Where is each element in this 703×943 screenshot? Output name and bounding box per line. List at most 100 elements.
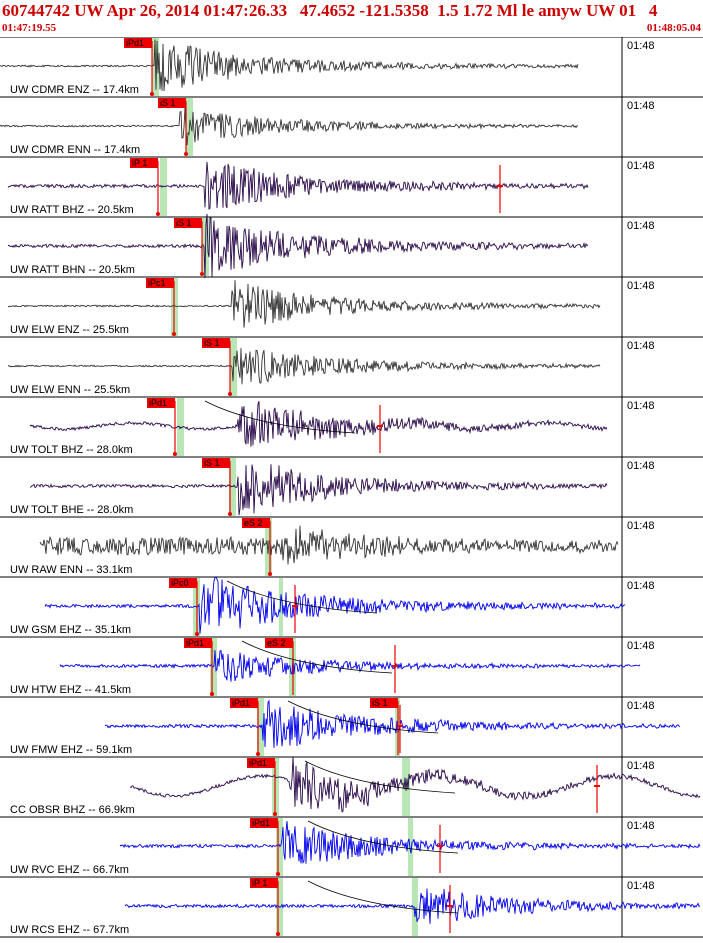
pick-label-box (247, 758, 275, 768)
station-label: UW TOLT BHE -- 28.0km (10, 504, 133, 516)
pick-dot (172, 332, 176, 336)
pick-label-box (202, 458, 230, 468)
pick-label-box (265, 638, 293, 648)
s-phase-band (202, 218, 207, 276)
pick-label: iS 1 (204, 338, 220, 348)
seismogram-panel: iPd1 UW CDMR ENZ -- 17.4km 01:48 iS 1 UW CDM… (0, 36, 703, 938)
pick-label-box (174, 218, 202, 228)
station-label: CC OBSR BHZ -- 66.9km (10, 804, 135, 816)
pick-label: iPd1 (249, 758, 267, 768)
time-tick-label: 01:48 (627, 160, 655, 172)
time-end-label: 01:48:05.04 (646, 22, 701, 34)
pick-label: iPd1 (252, 818, 270, 828)
pick-label: iPd1 (126, 38, 144, 48)
pick-dot (195, 632, 199, 636)
pick-label-box (124, 38, 152, 48)
coda-curve (304, 760, 456, 794)
s-phase-band (279, 578, 283, 636)
trace-row: iS 1 UW RATT BHN -- 20.5km 01:48 (7, 213, 655, 279)
coda-curve (307, 880, 459, 914)
pick-dot (268, 572, 272, 576)
time-start-label: 01:47:19.55 (2, 22, 57, 34)
station-label: UW RCS EHZ -- 67.7km (10, 924, 129, 936)
station-label: UW FMW EHZ -- 59.1km (10, 744, 132, 756)
s-phase-band (186, 98, 189, 156)
s-phase-band (230, 338, 235, 396)
pick-label-box (146, 278, 174, 288)
pick-label: iPd1 (232, 698, 250, 708)
pick-dot (276, 932, 280, 936)
event-header: 60744742 UW Apr 26, 2014 01:47:26.33 47.… (0, 0, 703, 37)
trace-row: iPd1 iS 1 UW FMW EHZ -- 59.1km 01:48 (10, 698, 681, 756)
station-label: UW RVC EHZ -- 66.7km (10, 864, 129, 876)
trace-row: iPd1 UW TOLT BHZ -- 28.0km 01:48 (10, 398, 655, 456)
pick-dot (184, 152, 188, 156)
trace-row: iPd1 UW CDMR ENZ -- 17.4km 01:48 (0, 38, 655, 96)
pick-label-box (230, 698, 258, 708)
trace-row: iP 1 UW RCS EHZ -- 67.7km 01:48 (10, 878, 701, 936)
time-tick-label: 01:48 (627, 460, 655, 472)
pick-label: iPd1 (149, 398, 167, 408)
time-tick-label: 01:48 (627, 700, 655, 712)
event-title: 60744742 UW Apr 26, 2014 01:47:26.33 47.… (2, 1, 658, 20)
pick-dot (228, 392, 232, 396)
station-label: UW RATT BHZ -- 20.5km (10, 204, 134, 216)
trace-row: iPd1 UW RVC EHZ -- 66.7km 01:48 (10, 818, 701, 876)
pick-dot (276, 872, 280, 876)
trace-row: iS 1 UW ELW ENN -- 25.5km 01:48 (7, 338, 655, 396)
trace-row: iPc1 UW ELW ENZ -- 25.5km 01:48 (7, 278, 655, 336)
pick-label: eS 2 (267, 638, 286, 648)
time-tick-label: 01:48 (627, 400, 655, 412)
time-tick-label: 01:48 (627, 220, 655, 232)
waveform-trace (129, 757, 701, 813)
time-tick-label: 01:48 (627, 760, 655, 772)
coda-curve (241, 640, 393, 674)
pick-dot (173, 452, 177, 456)
p-phase-band (160, 158, 167, 216)
pick-label: iP 1 (252, 878, 267, 888)
pick-dot (156, 212, 160, 216)
station-label: UW HTW EHZ -- 41.5km (10, 684, 131, 696)
trace-row: iS 1 UW TOLT BHE -- 28.0km 01:48 (10, 458, 655, 516)
pick-label-box (250, 878, 278, 888)
waveform-trace (104, 699, 681, 748)
pick-label-box (250, 818, 278, 828)
time-tick-label: 01:48 (627, 40, 655, 52)
station-label: UW TOLT BHZ -- 28.0km (10, 444, 133, 456)
pick-label-box (242, 518, 270, 528)
waveform-trace (29, 464, 608, 516)
trace-row: iPd1 eS 2 UW HTW EHZ -- 41.5km 01:48 (10, 638, 655, 696)
pick-label: iPc1 (148, 278, 166, 288)
station-label: UW RAW ENN -- 33.1km (10, 564, 132, 576)
waveform-trace (39, 525, 619, 565)
station-label: UW CDMR ENN -- 17.4km (10, 144, 140, 156)
pick-label-box (202, 338, 230, 348)
waveform-trace (7, 213, 589, 279)
trace-row: iP 1 UW RATT BHZ -- 20.5km 01:48 (7, 158, 655, 216)
p-phase-band (276, 818, 283, 876)
trace-row: eS 2 UW RAW ENN -- 33.1km 01:48 (10, 518, 655, 576)
pick-label-box (184, 638, 212, 648)
pick-label-box (158, 98, 186, 108)
pick-label: iPc0 (171, 578, 189, 588)
waveform-trace (29, 401, 608, 447)
pick-dot (150, 92, 154, 96)
waveform-trace (0, 107, 578, 146)
time-tick-label: 01:48 (627, 580, 655, 592)
time-tick-label: 01:48 (627, 340, 655, 352)
trace-row: iPc0 UW GSM EHZ -- 35.1km 01:48 (10, 576, 655, 636)
coda-curve (226, 580, 378, 614)
pick-label: eS 2 (244, 518, 263, 528)
waveform-trace (44, 576, 626, 634)
seismogram-svg: iPd1 UW CDMR ENZ -- 17.4km 01:48 iS 1 UW CDM… (0, 36, 703, 938)
time-tick-label: 01:48 (627, 100, 655, 112)
waveform-trace (0, 39, 579, 92)
pick-label: iS 1 (204, 458, 220, 468)
pick-dot (210, 692, 214, 696)
station-label: UW ELW ENZ -- 25.5km (10, 324, 129, 336)
station-label: UW RATT BHN -- 20.5km (10, 264, 135, 276)
pick-label: iS 1 (372, 698, 388, 708)
pick-label-box (169, 578, 197, 588)
time-tick-label: 01:48 (627, 820, 655, 832)
station-label: UW GSM EHZ -- 35.1km (10, 624, 131, 636)
